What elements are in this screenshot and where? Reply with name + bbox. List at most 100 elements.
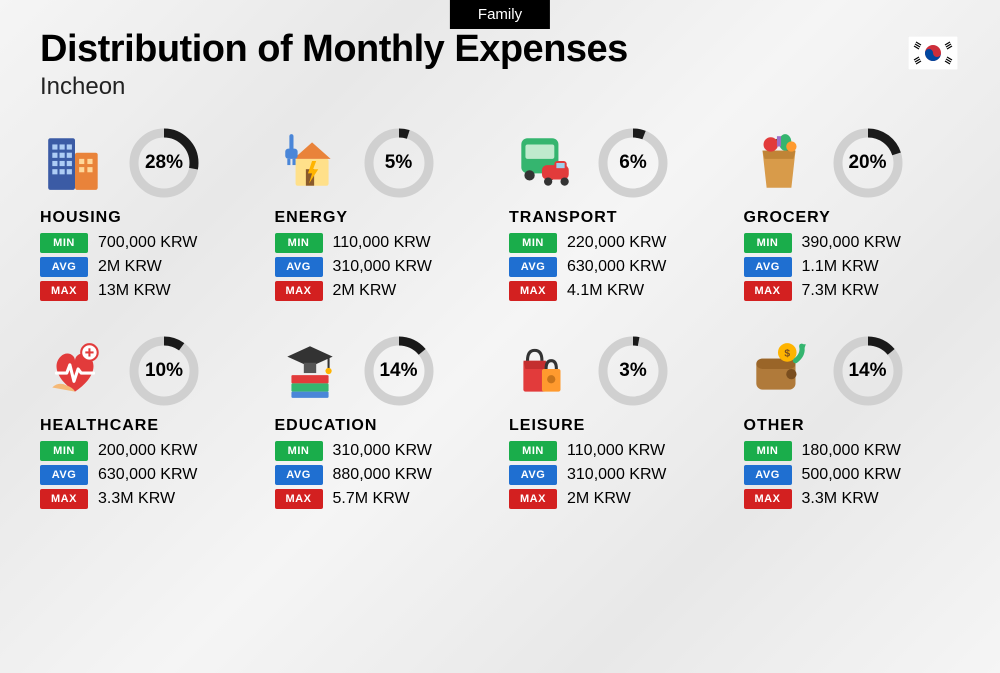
- page-subtitle: Incheon: [40, 73, 960, 101]
- min-badge: MIN: [275, 233, 323, 253]
- stat-max: MAX 3.3M KRW: [40, 489, 257, 509]
- percent-ring: 14%: [363, 335, 435, 407]
- avg-value: 310,000 KRW: [567, 466, 666, 484]
- percent-ring: 6%: [597, 127, 669, 199]
- category-card: 3% LEISURE MIN 110,000 KRW AVG 310,000 K…: [509, 335, 726, 513]
- min-badge: MIN: [509, 441, 557, 461]
- stat-max: MAX 13M KRW: [40, 281, 257, 301]
- svg-text:$: $: [784, 349, 790, 360]
- building-icon: [40, 128, 110, 198]
- percent-value: 14%: [363, 335, 435, 407]
- category-card: 10% HEALTHCARE MIN 200,000 KRW AVG 630,0…: [40, 335, 257, 513]
- avg-value: 630,000 KRW: [567, 258, 666, 276]
- min-value: 200,000 KRW: [98, 442, 197, 460]
- min-value: 110,000 KRW: [333, 234, 431, 252]
- max-value: 2M KRW: [567, 490, 631, 508]
- category-card: 14% EDUCATION MIN 310,000 KRW AVG 880,00…: [275, 335, 492, 513]
- category-name: HOUSING: [40, 209, 257, 227]
- categories-grid: 28% HOUSING MIN 700,000 KRW AVG 2M KRW M…: [40, 127, 960, 513]
- max-badge: MAX: [744, 489, 792, 509]
- min-badge: MIN: [744, 441, 792, 461]
- stat-min: MIN 180,000 KRW: [744, 441, 961, 461]
- stat-avg: AVG 310,000 KRW: [509, 465, 726, 485]
- percent-value: 28%: [128, 127, 200, 199]
- category-card: 6% TRANSPORT MIN 220,000 KRW AVG 630,000…: [509, 127, 726, 305]
- category-name: HEALTHCARE: [40, 417, 257, 435]
- max-value: 2M KRW: [333, 282, 397, 300]
- category-name: OTHER: [744, 417, 961, 435]
- percent-ring: 28%: [128, 127, 200, 199]
- category-name: TRANSPORT: [509, 209, 726, 227]
- avg-badge: AVG: [40, 257, 88, 277]
- category-name: ENERGY: [275, 209, 492, 227]
- category-card: $ 14% OTHER MIN 180,000 KRW AVG 500,000 …: [744, 335, 961, 513]
- percent-value: 5%: [363, 127, 435, 199]
- avg-badge: AVG: [509, 257, 557, 277]
- stat-min: MIN 220,000 KRW: [509, 233, 726, 253]
- category-card: 20% GROCERY MIN 390,000 KRW AVG 1.1M KRW…: [744, 127, 961, 305]
- percent-value: 6%: [597, 127, 669, 199]
- category-card: 28% HOUSING MIN 700,000 KRW AVG 2M KRW M…: [40, 127, 257, 305]
- stat-min: MIN 110,000 KRW: [275, 233, 492, 253]
- page-title: Distribution of Monthly Expenses: [40, 28, 960, 71]
- percent-ring: 3%: [597, 335, 669, 407]
- category-name: LEISURE: [509, 417, 726, 435]
- stat-avg: AVG 880,000 KRW: [275, 465, 492, 485]
- stats: MIN 700,000 KRW AVG 2M KRW MAX 13M KRW: [40, 233, 257, 301]
- stat-avg: AVG 630,000 KRW: [509, 257, 726, 277]
- min-value: 390,000 KRW: [802, 234, 901, 252]
- stats: MIN 220,000 KRW AVG 630,000 KRW MAX 4.1M…: [509, 233, 726, 301]
- max-badge: MAX: [509, 489, 557, 509]
- max-value: 13M KRW: [98, 282, 171, 300]
- stats: MIN 180,000 KRW AVG 500,000 KRW MAX 3.3M…: [744, 441, 961, 509]
- grocery-icon: [744, 128, 814, 198]
- min-badge: MIN: [40, 233, 88, 253]
- min-badge: MIN: [744, 233, 792, 253]
- stats: MIN 200,000 KRW AVG 630,000 KRW MAX 3.3M…: [40, 441, 257, 509]
- stat-avg: AVG 1.1M KRW: [744, 257, 961, 277]
- avg-value: 310,000 KRW: [333, 258, 432, 276]
- stat-max: MAX 4.1M KRW: [509, 281, 726, 301]
- stat-max: MAX 2M KRW: [509, 489, 726, 509]
- stat-max: MAX 7.3M KRW: [744, 281, 961, 301]
- min-value: 310,000 KRW: [333, 442, 432, 460]
- percent-value: 20%: [832, 127, 904, 199]
- min-value: 110,000 KRW: [567, 442, 665, 460]
- min-value: 220,000 KRW: [567, 234, 666, 252]
- max-badge: MAX: [509, 281, 557, 301]
- min-badge: MIN: [275, 441, 323, 461]
- max-value: 3.3M KRW: [98, 490, 175, 508]
- avg-value: 630,000 KRW: [98, 466, 197, 484]
- percent-value: 10%: [128, 335, 200, 407]
- category-name: GROCERY: [744, 209, 961, 227]
- avg-badge: AVG: [275, 465, 323, 485]
- stat-avg: AVG 630,000 KRW: [40, 465, 257, 485]
- stat-avg: AVG 500,000 KRW: [744, 465, 961, 485]
- percent-value: 14%: [832, 335, 904, 407]
- percent-value: 3%: [597, 335, 669, 407]
- avg-value: 2M KRW: [98, 258, 162, 276]
- energy-icon: [275, 128, 345, 198]
- min-badge: MIN: [40, 441, 88, 461]
- education-icon: [275, 336, 345, 406]
- header: Distribution of Monthly Expenses Incheon: [40, 0, 960, 101]
- other-icon: $: [744, 336, 814, 406]
- max-badge: MAX: [40, 489, 88, 509]
- max-value: 5.7M KRW: [333, 490, 410, 508]
- stat-min: MIN 310,000 KRW: [275, 441, 492, 461]
- stat-min: MIN 700,000 KRW: [40, 233, 257, 253]
- percent-ring: 10%: [128, 335, 200, 407]
- leisure-icon: [509, 336, 579, 406]
- health-icon: [40, 336, 110, 406]
- stat-avg: AVG 2M KRW: [40, 257, 257, 277]
- max-value: 4.1M KRW: [567, 282, 644, 300]
- category-name: EDUCATION: [275, 417, 492, 435]
- min-value: 180,000 KRW: [802, 442, 901, 460]
- max-badge: MAX: [275, 281, 323, 301]
- min-badge: MIN: [509, 233, 557, 253]
- percent-ring: 5%: [363, 127, 435, 199]
- max-badge: MAX: [275, 489, 323, 509]
- transport-icon: [509, 128, 579, 198]
- avg-badge: AVG: [275, 257, 323, 277]
- stats: MIN 110,000 KRW AVG 310,000 KRW MAX 2M K…: [275, 233, 492, 301]
